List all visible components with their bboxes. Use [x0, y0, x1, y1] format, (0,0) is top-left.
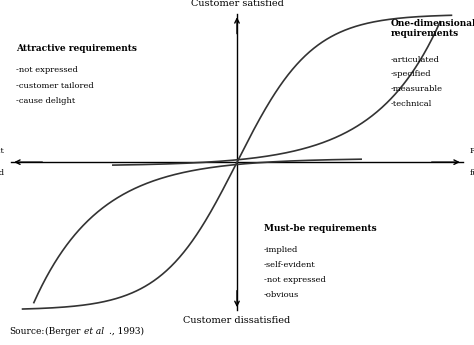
Text: Requirement: Requirement — [0, 148, 5, 156]
Text: -not expressed: -not expressed — [16, 66, 78, 74]
Text: -cause delight: -cause delight — [16, 97, 75, 105]
Text: -implied: -implied — [264, 246, 299, 254]
Text: -not expressed: -not expressed — [264, 276, 326, 284]
Text: Source:: Source: — [9, 327, 45, 336]
Text: -self-evident: -self-evident — [264, 261, 316, 269]
Text: fulfilled: fulfilled — [469, 169, 474, 177]
Text: et al: et al — [84, 327, 104, 336]
Text: -obvious: -obvious — [264, 291, 300, 299]
Text: Attractive requirements: Attractive requirements — [16, 44, 137, 53]
Text: Customer dissatisfied: Customer dissatisfied — [183, 316, 291, 325]
Text: -specified: -specified — [391, 70, 431, 78]
Text: Must-be requirements: Must-be requirements — [264, 224, 377, 233]
Text: not fulfilled: not fulfilled — [0, 169, 5, 177]
Text: -measurable: -measurable — [391, 85, 443, 93]
Text: -technical: -technical — [391, 100, 432, 108]
Text: Requirement: Requirement — [469, 148, 474, 156]
Text: -customer tailored: -customer tailored — [16, 81, 93, 90]
Text: Customer satisfied: Customer satisfied — [191, 0, 283, 8]
Text: -articulated: -articulated — [391, 56, 439, 64]
Text: (Berger: (Berger — [45, 327, 83, 336]
Text: ., 1993): ., 1993) — [109, 327, 145, 336]
Text: One-dimensional
requirements: One-dimensional requirements — [391, 19, 474, 38]
